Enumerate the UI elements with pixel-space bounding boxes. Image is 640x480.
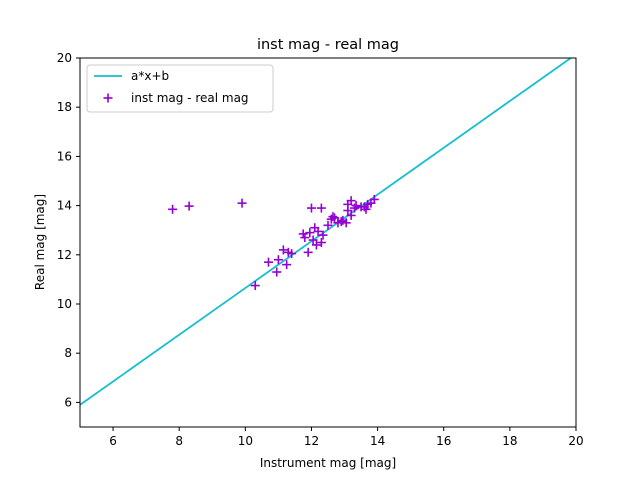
data-point bbox=[305, 228, 315, 238]
data-point bbox=[282, 260, 292, 270]
data-point bbox=[328, 212, 338, 222]
data-point bbox=[316, 203, 326, 213]
y-tick-label: 10 bbox=[57, 297, 72, 311]
data-point bbox=[237, 198, 247, 208]
data-point bbox=[316, 238, 326, 247]
data-point bbox=[346, 210, 356, 220]
plot-frame bbox=[79, 57, 577, 428]
x-tick-label: 20 bbox=[568, 434, 583, 448]
y-tick-label: 14 bbox=[57, 199, 72, 213]
chart-title: inst mag - real mag bbox=[257, 37, 399, 53]
data-point bbox=[369, 194, 379, 204]
x-axis: 6 8 10 12 14 16 18 20 bbox=[109, 427, 584, 448]
y-tick-label: 20 bbox=[57, 51, 72, 65]
data-point bbox=[273, 255, 283, 265]
legend-fit-line-label: a*x+b bbox=[131, 69, 169, 83]
x-axis-label: Instrument mag [mag] bbox=[260, 456, 396, 470]
data-point bbox=[308, 235, 318, 245]
y-axis-label: Real mag [mag] bbox=[33, 194, 47, 290]
x-tick-label: 8 bbox=[175, 434, 183, 448]
legend-scatter-marker bbox=[103, 93, 113, 103]
data-point bbox=[346, 196, 356, 206]
x-tick-label: 14 bbox=[370, 434, 385, 448]
y-tick-label: 18 bbox=[57, 100, 72, 114]
data-point bbox=[272, 267, 282, 277]
data-point bbox=[318, 230, 328, 240]
legend: a*x+b inst mag - real mag bbox=[86, 64, 274, 113]
data-point bbox=[263, 257, 273, 267]
x-tick-label: 18 bbox=[502, 434, 517, 448]
y-axis: 6 8 10 12 14 16 18 20 bbox=[57, 51, 80, 409]
data-point bbox=[311, 240, 321, 250]
points-layer bbox=[168, 194, 379, 291]
x-tick-label: 6 bbox=[109, 434, 117, 448]
legend-plus-marker bbox=[103, 93, 113, 103]
data-point bbox=[361, 204, 371, 214]
data-point bbox=[278, 245, 288, 255]
x-tick-label: 16 bbox=[436, 434, 451, 448]
data-point bbox=[300, 233, 310, 243]
y-tick-label: 16 bbox=[57, 149, 72, 163]
data-point bbox=[303, 247, 313, 257]
x-tick-label: 12 bbox=[304, 434, 319, 448]
data-point bbox=[250, 281, 260, 291]
legend-box bbox=[86, 64, 274, 113]
data-point bbox=[184, 201, 194, 211]
data-point bbox=[351, 201, 361, 211]
data-point bbox=[323, 220, 333, 230]
y-tick-label: 6 bbox=[64, 395, 72, 409]
data-point bbox=[168, 204, 178, 214]
data-point bbox=[287, 249, 297, 259]
legend-scatter-label: inst mag - real mag bbox=[131, 91, 249, 105]
plot-background bbox=[80, 58, 576, 427]
data-point bbox=[341, 218, 351, 228]
y-tick-label: 12 bbox=[57, 248, 72, 262]
data-point bbox=[306, 203, 316, 213]
y-tick-label: 8 bbox=[64, 346, 72, 360]
plot-area bbox=[79, 57, 577, 428]
data-point bbox=[313, 226, 323, 236]
x-tick-label: 10 bbox=[238, 434, 253, 448]
data-point bbox=[330, 213, 340, 223]
data-point bbox=[336, 217, 346, 227]
